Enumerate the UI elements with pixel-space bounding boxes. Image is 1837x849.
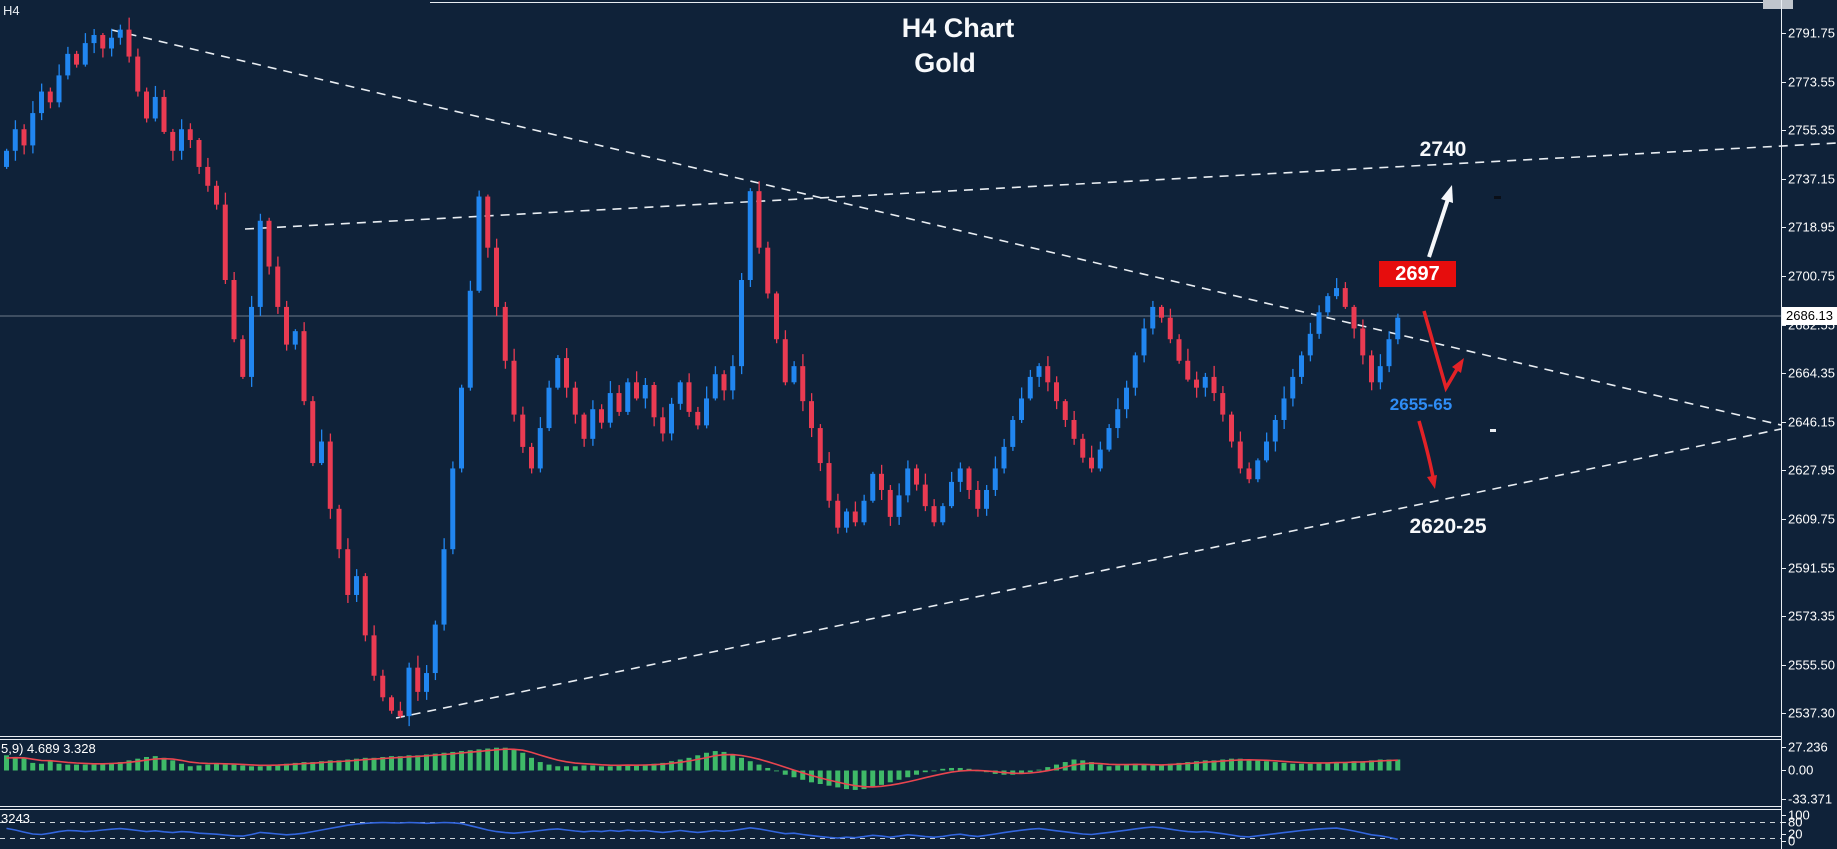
axis-tick-label: 2718.95	[1788, 219, 1835, 235]
current-price-badge: 2686.13	[1782, 307, 1837, 325]
axis-tick-mark	[1782, 227, 1786, 228]
axis-tick-label: 27.236	[1788, 739, 1828, 755]
annotation-zone-2655-65: 2655-65	[1389, 395, 1453, 414]
annotation-zone-2620-25: 2620-25	[1409, 515, 1487, 538]
axis-tick-label: 100	[1788, 807, 1810, 823]
axis-tick-label: -33.371	[1788, 791, 1833, 807]
axis-tick-mark	[1782, 422, 1786, 423]
axis-tick-label: 20	[1788, 826, 1803, 842]
axis-tick-mark	[1782, 373, 1786, 374]
axis-tick-label: 2737.15	[1788, 171, 1835, 187]
axis-tick-label: 0	[1788, 833, 1796, 849]
axis-tick-mark	[1782, 747, 1786, 748]
axis-tick-mark	[1782, 616, 1786, 617]
axis-tick-label: 2537.30	[1788, 705, 1835, 721]
axis-tick-label: 2773.55	[1788, 74, 1835, 90]
axis-tick-mark	[1782, 276, 1786, 277]
axis-tick-label: 2555.50	[1788, 657, 1835, 673]
axis-tick-label: 2627.95	[1788, 462, 1835, 478]
axis-tick-label: 2573.35	[1788, 608, 1835, 624]
panel-separator-line	[0, 739, 1781, 740]
panel-separator-line	[0, 736, 1781, 737]
axis-tick-label: 2755.35	[1788, 122, 1835, 138]
axis-tick-mark	[1782, 834, 1786, 835]
axis-tick-label: 80	[1788, 814, 1803, 830]
axis-tick-mark	[1782, 568, 1786, 569]
window-top-border	[430, 2, 1772, 3]
axis-tick-mark	[1782, 713, 1786, 714]
axis-tick-mark	[1782, 470, 1786, 471]
timeframe-label: H4	[3, 3, 20, 18]
axis-tick-label: 2664.35	[1788, 365, 1835, 381]
axis-tick-mark	[1782, 822, 1786, 823]
panel-separator-line	[0, 806, 1781, 807]
axis-tick-mark	[1782, 179, 1786, 180]
chart-subtitle: Gold	[914, 48, 976, 78]
axis-tick-mark	[1782, 841, 1786, 842]
axis-tick-label: 2646.15	[1788, 414, 1835, 430]
object-anchor-mark-dark	[1494, 196, 1501, 199]
axis-tick-mark	[1782, 130, 1786, 131]
axis-tick-mark	[1782, 799, 1786, 800]
axis-tick-mark	[1782, 815, 1786, 816]
stochastic-indicator-label: 3243	[1, 811, 30, 826]
axis-tick-label: 0.00	[1788, 762, 1814, 778]
price-axis[interactable]: 2791.75 2773.55 2755.35 2737.15 2718.95 2700.…	[1781, 0, 1837, 849]
annotation-level-2697: 2697	[1379, 261, 1456, 287]
macd-indicator-label: 5,9) 4.689 3.328	[1, 741, 96, 756]
axis-tick-mark	[1782, 82, 1786, 83]
axis-tick-mark	[1782, 665, 1786, 666]
axis-tick-mark	[1782, 33, 1786, 34]
annotation-target-2740: 2740	[1419, 138, 1467, 161]
axis-tick-label: 2609.75	[1788, 511, 1835, 527]
object-anchor-mark-light	[1490, 429, 1496, 432]
axis-tick-mark	[1782, 325, 1786, 326]
panel-separator-line	[0, 809, 1781, 810]
chart-title: H4 Chart	[901, 13, 1015, 43]
axis-tick-label: 2591.55	[1788, 560, 1835, 576]
axis-tick-mark	[1782, 770, 1786, 771]
axis-tick-mark	[1782, 519, 1786, 520]
axis-tick-label: 2791.75	[1788, 25, 1835, 41]
chart-scroll-marker[interactable]	[1763, 0, 1793, 9]
axis-tick-label: 2700.75	[1788, 268, 1835, 284]
